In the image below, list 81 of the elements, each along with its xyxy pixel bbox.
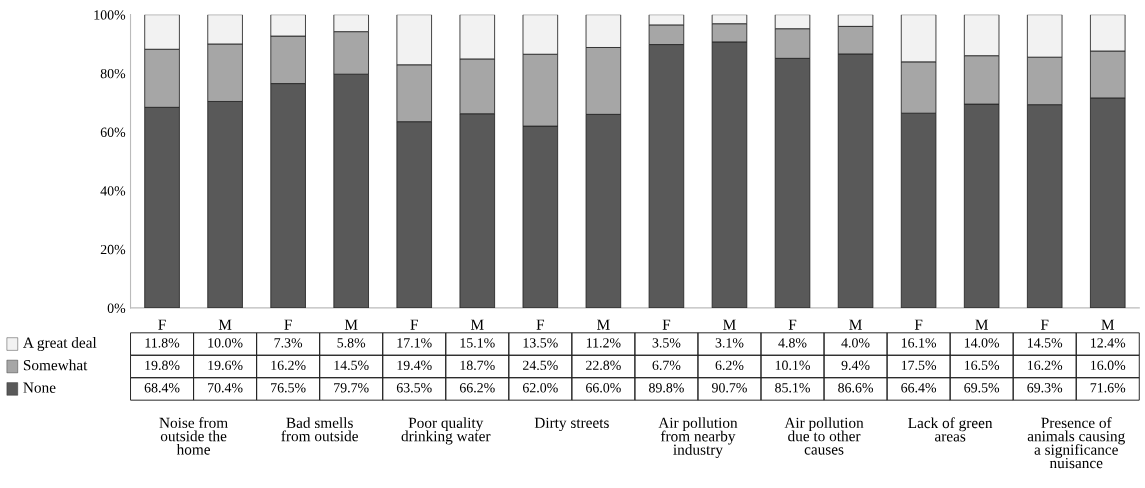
data-label: 14.0% [964,338,1000,348]
x-tick-label: F [536,319,545,330]
data-label: 16.0% [1091,360,1126,371]
data-label: 69.5% [964,383,1000,393]
data-label: 11.8% [145,338,180,348]
data-label: 16.2% [1027,360,1063,371]
data-label: 11.2% [586,338,621,348]
data-label: 10.0% [208,338,243,348]
y-tick-label: 80% [100,68,126,79]
data-label: 14.5% [1027,338,1063,348]
y-tick-label: 40% [100,186,126,196]
data-label: 7.3% [274,338,303,348]
y-tick-label: 20% [100,244,126,255]
x-tick-label: M [975,319,988,330]
y-tick-label: 100% [94,10,126,20]
data-label: 85.1% [775,383,810,393]
data-label: 4.8% [778,338,807,348]
data-label: 4.0% [841,338,870,348]
data-label: 3.1% [715,338,744,348]
y-tick-label: 0% [107,303,126,313]
text: Air pollution due to other causes [784,417,864,455]
data-label: 6.7% [652,360,681,371]
y-tick-label: 60% [100,127,126,137]
data-label: 69.3% [1027,383,1063,393]
data-label: 66.4% [901,383,937,393]
data-label: 6.2% [715,360,744,371]
text: Bad smells from outside [281,417,358,442]
data-label: 89.8% [649,383,684,393]
data-label: 9.4% [841,360,870,371]
legend-label: A great deal [23,337,97,351]
text: Poor quality drinking water [401,417,491,445]
data-label: 62.0% [522,383,558,393]
data-label: 14.5% [334,360,369,371]
text: Noise from outside the home [159,417,228,455]
x-tick-label: M [470,319,484,330]
data-label: 76.5% [271,383,306,393]
data-label: 70.4% [208,383,243,393]
x-tick-label: F [1040,319,1049,330]
data-label: 19.8% [145,360,180,371]
legend-label: Somewhat [23,359,88,371]
x-tick-label: F [284,319,292,330]
x-tick-label: F [662,319,671,330]
x-tick-label: M [723,319,736,330]
data-label: 15.1% [460,338,495,348]
data-label: 24.5% [523,360,558,371]
data-label: 19.4% [397,360,432,371]
data-label: 71.6% [1090,383,1126,393]
data-label: 10.1% [775,360,810,371]
text: Dirty streets [534,417,609,432]
data-label: 13.5% [523,338,558,348]
x-tick-label: M [1101,319,1115,330]
text: Lack of green areas [908,417,993,442]
data-label: 22.8% [586,360,621,371]
data-label: 16.2% [271,360,306,371]
data-label: 18.7% [460,360,495,371]
x-tick-label: F [410,319,418,330]
data-label: 66.0% [586,383,621,393]
data-label: 19.6% [208,360,243,371]
x-tick-label: F [158,319,166,330]
data-label: 12.4% [1091,338,1126,348]
data-label: 66.2% [459,383,495,393]
data-label: 63.5% [396,383,432,393]
legend-label: None [23,382,56,393]
text: Air pollution from nearby industry [658,417,738,458]
data-label: 5.8% [337,338,366,348]
data-label: 16.1% [901,338,937,348]
data-label: 90.7% [711,383,747,393]
x-tick-label: M [344,319,358,330]
text: Presence of animals causing a significance nuisance [1027,417,1125,469]
x-tick-label: M [849,319,862,330]
data-label: 16.5% [964,360,1000,371]
x-tick-label: F [788,319,797,330]
data-label: 79.7% [334,383,369,393]
data-label: 3.5% [652,338,681,348]
data-label: 68.4% [144,383,180,393]
data-label: 17.1% [397,338,432,348]
x-tick-label: M [597,319,610,330]
x-tick-label: F [914,319,923,330]
x-tick-label: M [218,319,232,330]
data-label: 17.5% [901,360,937,371]
data-label: 86.6% [838,383,874,393]
